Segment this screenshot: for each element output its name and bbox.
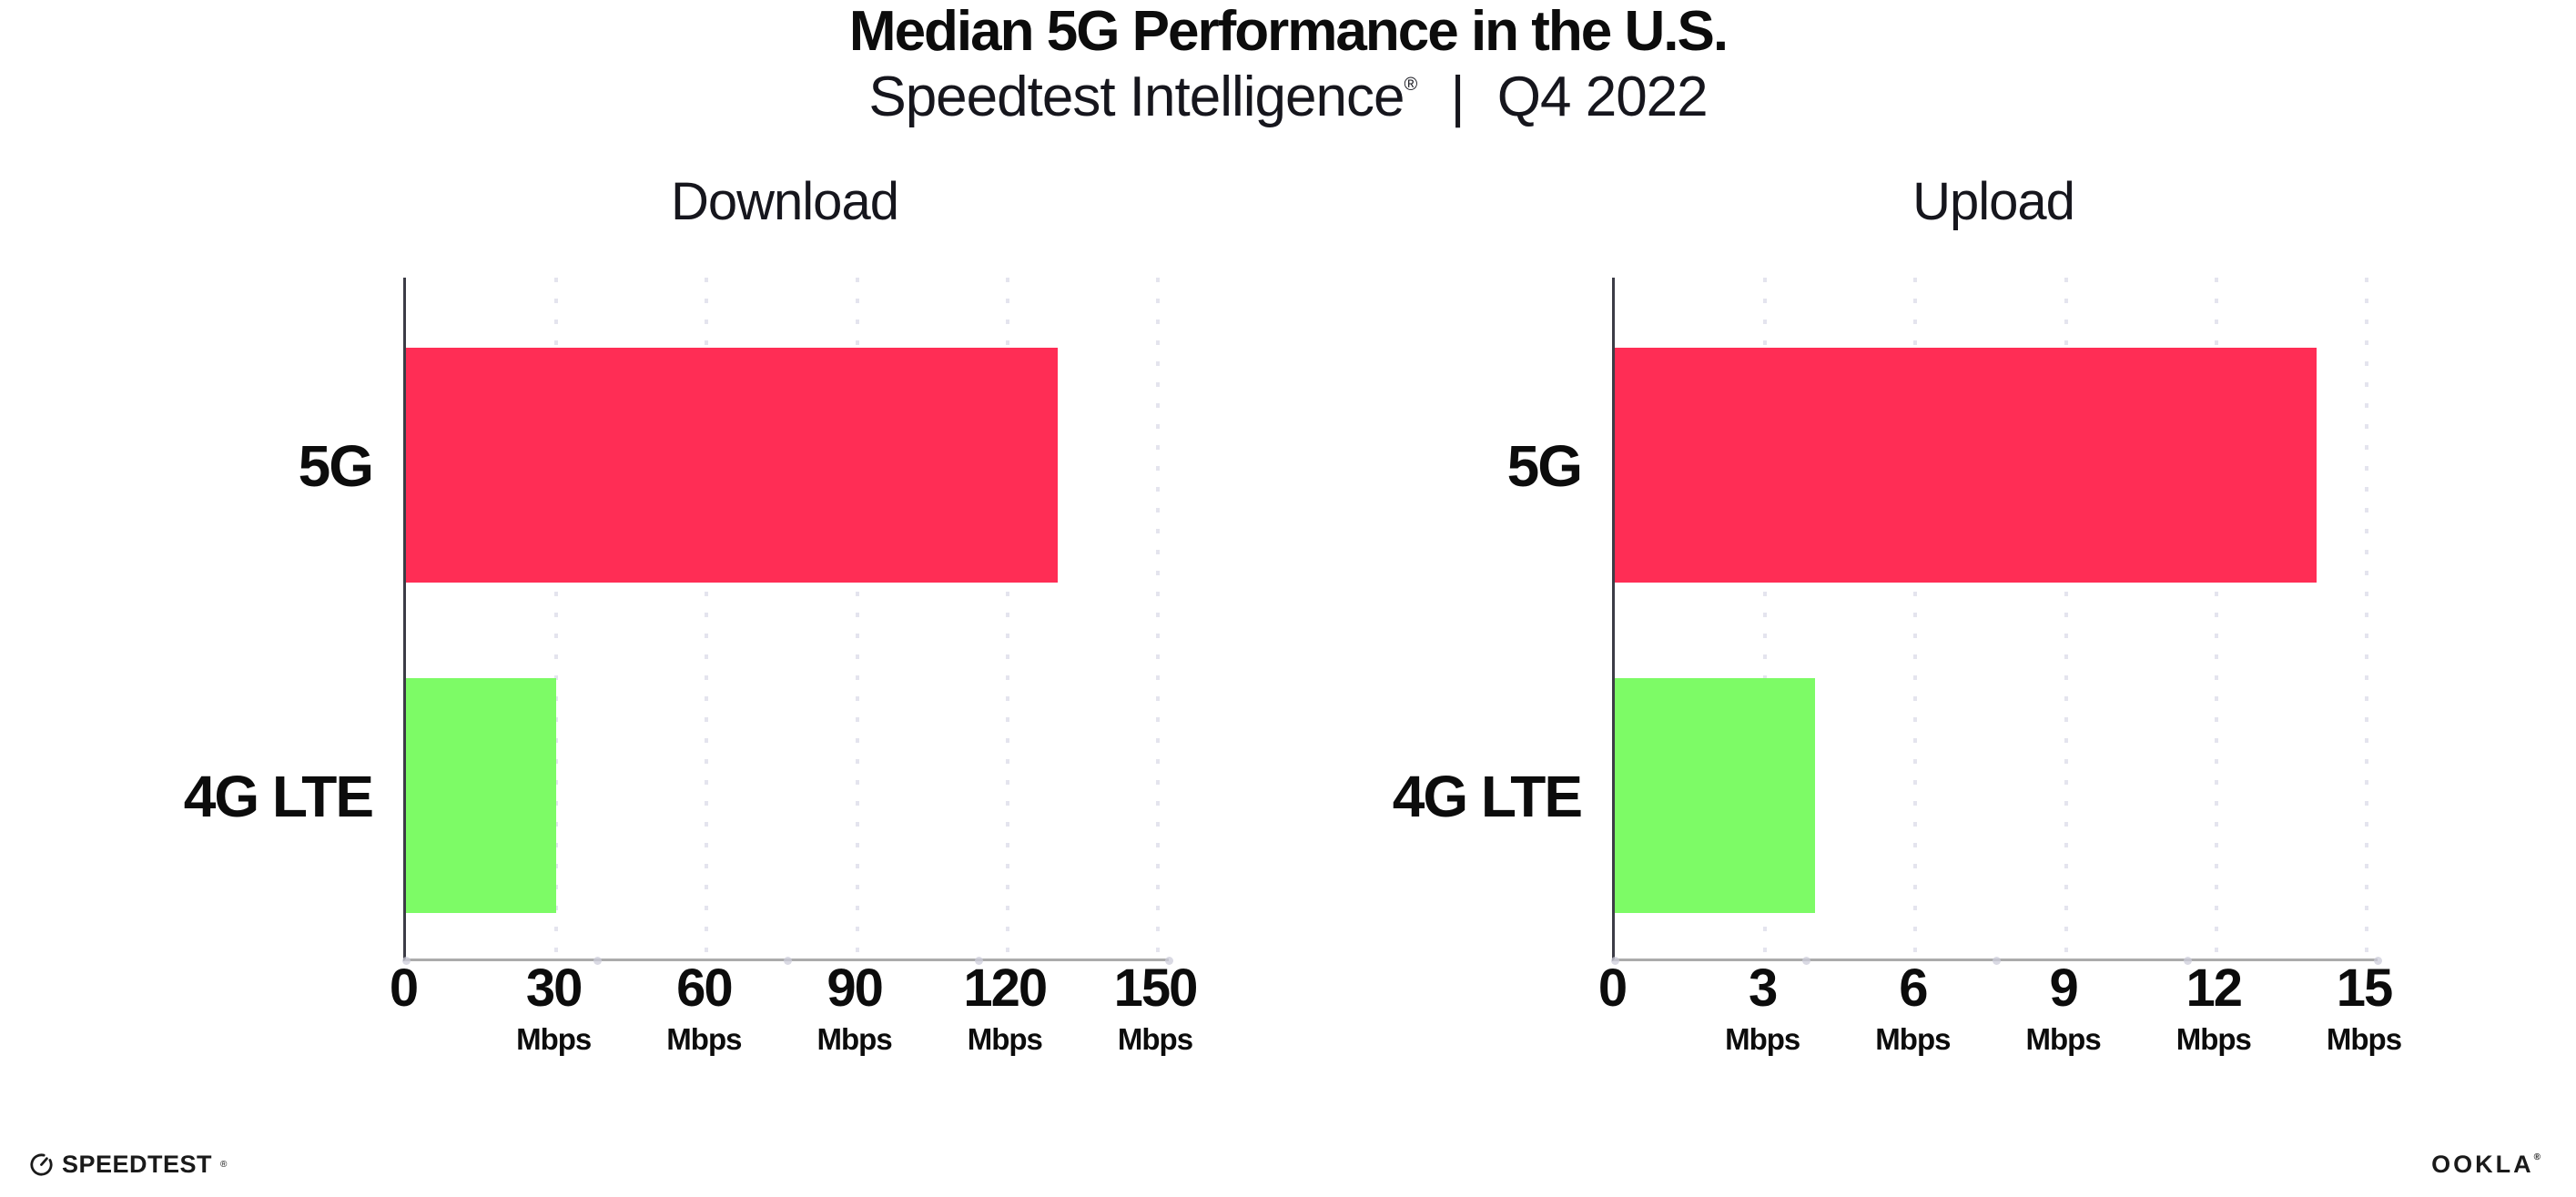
axis-quarter-dot bbox=[784, 957, 792, 965]
bar-4g-lte bbox=[1615, 678, 1816, 913]
x-tick-unit: Mbps bbox=[2175, 1021, 2252, 1056]
category-label-4g-lte: 4G LTE bbox=[1392, 764, 1583, 829]
speedtest-logo: SPEEDTEST ® bbox=[29, 1151, 227, 1179]
gridline-90 bbox=[855, 278, 859, 959]
x-tick-unit: Mbps bbox=[816, 1021, 893, 1056]
gridline-150 bbox=[1156, 278, 1160, 959]
axis-quarter-dot bbox=[402, 957, 411, 965]
plot-row: 5G 4G LTE bbox=[1209, 278, 2382, 965]
x-tick-unit: Mbps bbox=[1117, 1021, 1193, 1056]
x-tick-unit: Mbps bbox=[1875, 1021, 1951, 1056]
axis-quarter-dot bbox=[593, 957, 602, 965]
x-tick-label-30: 30 Mbps bbox=[516, 959, 592, 1057]
x-tick-label-6: 6 Mbps bbox=[1875, 959, 1951, 1057]
x-tick-label-3: 3 Mbps bbox=[1725, 959, 1800, 1057]
gridline-120 bbox=[1005, 278, 1009, 959]
x-tick-unit: Mbps bbox=[666, 1021, 742, 1056]
bar-4g-lte bbox=[406, 678, 557, 913]
footer: SPEEDTEST ® OOKLA® bbox=[29, 1151, 2543, 1179]
x-tick-value: 12 bbox=[2186, 959, 2244, 1018]
x-tick-label-0: 0 bbox=[389, 959, 419, 1018]
chart-title-download: Download bbox=[671, 172, 899, 232]
x-tick-label-9: 9 Mbps bbox=[2025, 959, 2102, 1057]
x-tick-value: 30 bbox=[525, 959, 583, 1018]
x-tick-value: 9 bbox=[2049, 959, 2078, 1018]
category-label-5g: 5G bbox=[298, 433, 374, 499]
x-tick-label-150: 150 Mbps bbox=[1113, 959, 1199, 1057]
subtitle-separator: | bbox=[1450, 66, 1465, 128]
x-tick-label-120: 120 Mbps bbox=[963, 959, 1048, 1057]
subtitle-period: Q4 2022 bbox=[1496, 66, 1709, 128]
axis-quarter-dot bbox=[2374, 957, 2382, 965]
y-axis-labels: 5G 4G LTE bbox=[0, 278, 403, 959]
category-label-4g-lte: 4G LTE bbox=[183, 764, 374, 829]
header: Median 5G Performance in the U.S. Speedt… bbox=[0, 4, 2576, 126]
x-tick-value: 90 bbox=[827, 959, 884, 1018]
ookla-wordmark: OOKLA bbox=[2431, 1151, 2534, 1178]
page-subtitle: Speedtest Intelligence® | Q4 2022 bbox=[0, 69, 2576, 126]
y-axis-labels: 5G 4G LTE bbox=[1209, 278, 1612, 959]
x-tick-label-12: 12 Mbps bbox=[2175, 959, 2252, 1057]
gridline-30 bbox=[554, 278, 559, 959]
speedtest-wordmark: SPEEDTEST bbox=[62, 1151, 213, 1178]
x-tick-label-15: 15 Mbps bbox=[2326, 959, 2402, 1057]
bar-5g bbox=[406, 348, 1058, 583]
gridline-3 bbox=[1763, 278, 1768, 959]
axis-quarter-dot bbox=[2183, 957, 2192, 965]
x-tick-unit: Mbps bbox=[516, 1021, 592, 1056]
x-tick-value: 60 bbox=[676, 959, 734, 1018]
chart-title-upload: Upload bbox=[1912, 172, 2075, 232]
ookla-registered-mark: ® bbox=[2533, 1152, 2543, 1162]
x-tick-value: 15 bbox=[2336, 959, 2394, 1018]
axis-quarter-dot bbox=[1611, 957, 1619, 965]
x-tick-value: 150 bbox=[1113, 959, 1199, 1018]
x-axis-ticks-upload: 0 3 Mbps 6 Mbps 9 Mbps 12 Mbps 15 Mbps bbox=[1598, 959, 2402, 1098]
x-tick-label-90: 90 Mbps bbox=[816, 959, 893, 1057]
speedtest-registered-mark: ® bbox=[220, 1160, 228, 1170]
axis-quarter-dot bbox=[974, 957, 983, 965]
plot-row: 5G 4G LTE bbox=[0, 278, 1173, 965]
x-tick-unit: Mbps bbox=[2326, 1021, 2402, 1056]
gridline-6 bbox=[1913, 278, 1918, 959]
subtitle-brand: Speedtest Intelligence bbox=[868, 66, 1405, 128]
x-tick-label-60: 60 Mbps bbox=[666, 959, 742, 1057]
x-tick-unit: Mbps bbox=[967, 1021, 1043, 1056]
page-title: Median 5G Performance in the U.S. bbox=[848, 0, 1729, 63]
axis-quarter-dot bbox=[1993, 957, 2001, 965]
gridline-60 bbox=[705, 278, 709, 959]
speedtest-gauge-icon bbox=[30, 1153, 53, 1176]
category-label-5g: 5G bbox=[1506, 433, 1583, 499]
x-tick-unit: Mbps bbox=[1725, 1021, 1800, 1056]
x-tick-unit: Mbps bbox=[2025, 1021, 2102, 1056]
x-tick-value: 3 bbox=[1749, 959, 1778, 1018]
plot-area-download bbox=[402, 278, 1173, 965]
plot-area-upload bbox=[1611, 278, 2382, 965]
registered-mark: ® bbox=[1404, 75, 1418, 95]
x-tick-value: 0 bbox=[389, 959, 419, 1018]
x-tick-value: 120 bbox=[963, 959, 1048, 1018]
x-tick-value: 0 bbox=[1597, 959, 1628, 1018]
axis-quarter-dot bbox=[1165, 957, 1173, 965]
x-tick-value: 6 bbox=[1899, 959, 1928, 1018]
ookla-logo: OOKLA® bbox=[2431, 1151, 2543, 1179]
gridline-9 bbox=[2064, 278, 2068, 959]
x-tick-label-0: 0 bbox=[1597, 959, 1628, 1018]
gridline-12 bbox=[2214, 278, 2218, 959]
x-axis-ticks-download: 0 30 Mbps 60 Mbps 90 Mbps 120 Mbps 150 Mbps bbox=[390, 959, 1199, 1098]
gridline-15 bbox=[2365, 278, 2368, 959]
bar-5g bbox=[1615, 348, 2317, 583]
axis-quarter-dot bbox=[1801, 957, 1810, 965]
